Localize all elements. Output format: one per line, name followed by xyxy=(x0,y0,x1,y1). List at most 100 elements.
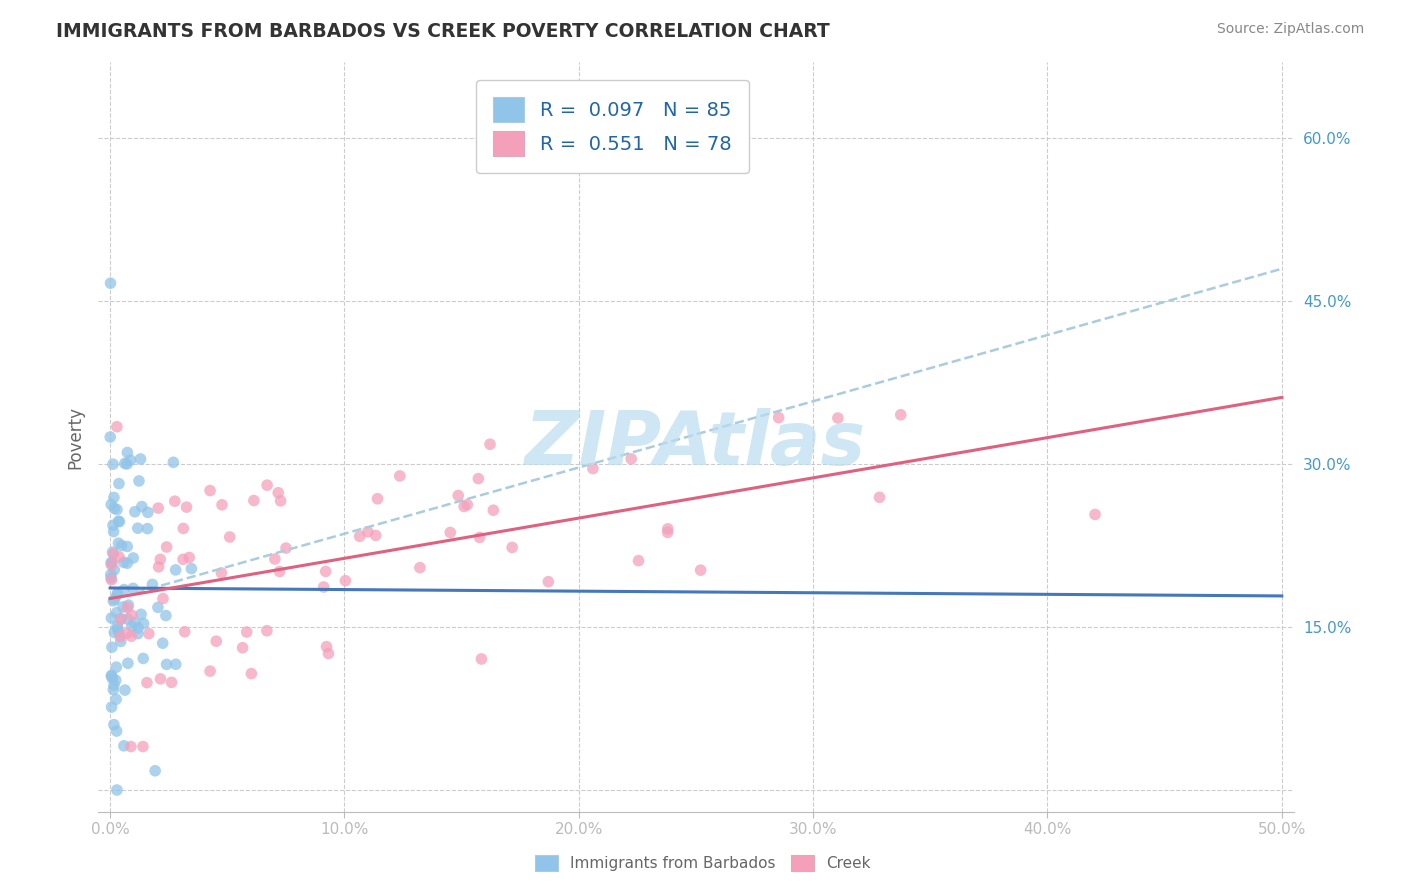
Point xyxy=(100,567,122,582)
Point xyxy=(104,673,127,688)
Point xyxy=(160,675,183,690)
Point xyxy=(103,678,125,692)
Point xyxy=(107,586,129,600)
Point xyxy=(409,560,432,574)
Point xyxy=(318,647,340,661)
Point xyxy=(111,599,134,614)
Point xyxy=(468,530,491,544)
Point xyxy=(198,664,221,678)
Point xyxy=(110,634,132,648)
Point xyxy=(108,515,131,529)
Point xyxy=(110,630,132,644)
Point xyxy=(148,501,170,516)
Point xyxy=(243,493,266,508)
Point xyxy=(143,764,166,778)
Point xyxy=(105,606,128,620)
Point xyxy=(163,494,186,508)
Point xyxy=(366,491,388,506)
Point xyxy=(467,472,489,486)
Point xyxy=(117,600,139,615)
Point xyxy=(98,430,121,444)
Point xyxy=(100,558,122,572)
Point xyxy=(232,640,254,655)
Point xyxy=(768,410,790,425)
Point xyxy=(180,561,202,575)
Point xyxy=(470,652,492,666)
Point xyxy=(105,502,128,516)
Point xyxy=(176,500,198,514)
Point xyxy=(105,419,128,434)
Point xyxy=(149,552,172,566)
Point xyxy=(267,485,290,500)
Point xyxy=(205,634,228,648)
Point xyxy=(582,461,605,475)
Point xyxy=(112,739,135,753)
Point xyxy=(1084,508,1107,522)
Point xyxy=(117,445,139,459)
Point xyxy=(103,682,125,697)
Point xyxy=(482,503,505,517)
Point xyxy=(101,518,124,533)
Point xyxy=(827,411,849,425)
Point xyxy=(100,556,122,570)
Point xyxy=(101,640,124,655)
Point xyxy=(131,500,153,514)
Point xyxy=(129,452,152,467)
Point xyxy=(103,491,125,505)
Point xyxy=(132,651,155,665)
Point xyxy=(136,522,159,536)
Text: Source: ZipAtlas.com: Source: ZipAtlas.com xyxy=(1216,22,1364,37)
Point xyxy=(127,621,149,635)
Point xyxy=(101,545,124,559)
Point xyxy=(198,483,221,498)
Point xyxy=(388,469,411,483)
Point xyxy=(132,739,155,754)
Point xyxy=(100,668,122,682)
Point xyxy=(105,783,128,797)
Point xyxy=(138,626,160,640)
Point xyxy=(107,624,129,639)
Point xyxy=(657,522,679,536)
Point xyxy=(179,550,201,565)
Point xyxy=(107,536,129,550)
Point xyxy=(456,498,478,512)
Point xyxy=(101,555,124,569)
Point xyxy=(172,521,194,535)
Point xyxy=(100,573,122,587)
Point xyxy=(108,476,131,491)
Point xyxy=(211,498,233,512)
Point xyxy=(100,276,122,290)
Point xyxy=(100,611,122,625)
Point xyxy=(121,608,143,623)
Point xyxy=(105,692,128,706)
Point xyxy=(315,565,337,579)
Point xyxy=(103,547,125,561)
Point xyxy=(117,556,139,570)
Point xyxy=(120,453,142,467)
Point xyxy=(132,616,155,631)
Point xyxy=(357,524,380,539)
Point xyxy=(172,552,194,566)
Point xyxy=(627,554,650,568)
Point xyxy=(103,625,125,640)
Point xyxy=(149,672,172,686)
Point xyxy=(105,724,128,739)
Text: ZIPAtlas: ZIPAtlas xyxy=(526,408,866,481)
Text: IMMIGRANTS FROM BARBADOS VS CREEK POVERTY CORRELATION CHART: IMMIGRANTS FROM BARBADOS VS CREEK POVERT… xyxy=(56,22,830,41)
Point xyxy=(122,582,145,596)
Legend: Immigrants from Barbados, Creek: Immigrants from Barbados, Creek xyxy=(529,849,877,877)
Point xyxy=(129,607,152,622)
Point xyxy=(869,491,891,505)
Point xyxy=(152,636,174,650)
Point xyxy=(104,592,127,607)
Point xyxy=(127,521,149,535)
Point xyxy=(537,574,560,589)
Point xyxy=(165,657,187,672)
Point xyxy=(117,612,139,626)
Point xyxy=(107,514,129,528)
Point xyxy=(120,739,142,754)
Point xyxy=(103,563,125,577)
Point xyxy=(103,501,125,516)
Point xyxy=(136,505,159,519)
Point xyxy=(128,474,150,488)
